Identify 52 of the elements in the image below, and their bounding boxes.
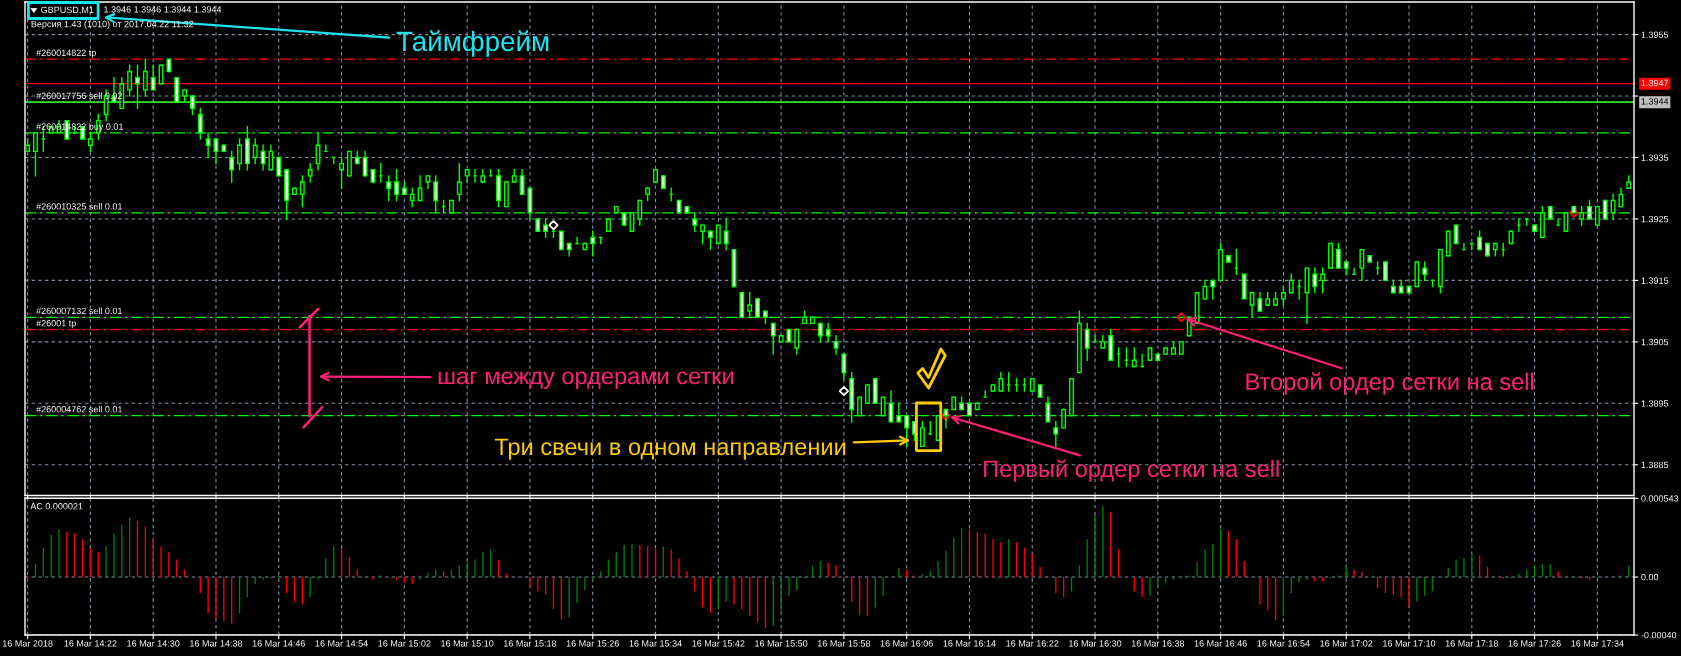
y-tick-label: 1.3935 — [1641, 154, 1669, 161]
y-tick-label: 1.3885 — [1641, 461, 1669, 469]
x-tick-label: 16 Mar 17:34 — [1571, 640, 1624, 647]
annotation: Второй ордер сетки на sell — [1246, 372, 1534, 395]
x-tick-label: 16 Mar 15:50 — [755, 640, 808, 647]
y-tick-label: 1.3955 — [1641, 31, 1669, 38]
x-tick-label: 16 Mar 16:38 — [1131, 640, 1185, 647]
y-tick-label: 0.00 — [1641, 573, 1659, 581]
ref-line-label: #260010325 sell 0.01 — [36, 202, 123, 210]
annotation: Таймфрейм — [396, 30, 549, 57]
ref-line-label: #260014822 tp — [36, 49, 96, 58]
x-tick-label: 16 Mar 15:18 — [504, 640, 557, 647]
annotation: 1.3946 1.3946 1.3944 1.3944 — [104, 6, 222, 13]
annotation: Три свечи в одном направлении — [494, 438, 846, 460]
x-tick-label: 16 Mar 17:10 — [1383, 640, 1436, 647]
chart-title: GBPUSD,M1 — [41, 6, 94, 15]
x-tick-label: 16 Mar 16:30 — [1069, 640, 1122, 647]
ref-line-label: #260007132 sell 0.01 — [36, 307, 123, 315]
y-tick-label: -0.00040 — [1641, 631, 1677, 639]
ref-line-label: 1.3947 — [1641, 79, 1669, 87]
chart-title: AC 0.000021 — [30, 503, 83, 510]
y-tick-label: 0.000543 — [1641, 495, 1679, 502]
x-tick-label: 16 Mar 15:34 — [629, 640, 682, 647]
ref-line-label: 1.3944 — [1641, 98, 1669, 105]
x-tick-label: 16 Mar 15:10 — [441, 640, 494, 647]
y-tick-label: 1.3915 — [1641, 277, 1669, 284]
x-tick-label: 16 Mar 16:06 — [880, 640, 933, 647]
x-tick-label: 16 Mar 14:54 — [315, 640, 368, 647]
x-tick-label: 16 Mar 15:26 — [566, 640, 619, 647]
y-tick-label: 1.3895 — [1641, 400, 1669, 407]
x-tick-label: 16 Mar 17:18 — [1445, 640, 1498, 647]
x-tick-label: 16 Mar 16:14 — [943, 640, 996, 647]
x-tick-label: 16 Mar 14:38 — [190, 640, 243, 647]
x-tick-label: 16 Mar 16:22 — [1006, 640, 1059, 647]
x-tick-label: 16 Mar 17:26 — [1508, 640, 1561, 647]
x-tick-label: 16 Mar 15:02 — [378, 640, 431, 647]
x-tick-label: 16 Mar 17:02 — [1320, 640, 1373, 647]
x-tick-label: 16 Mar 15:42 — [692, 640, 745, 647]
text: Версия 1.43 (1010) от 2017.04.22 11:32 — [31, 20, 194, 30]
annotation: Первый ордер сетки на sell — [984, 459, 1279, 482]
annotation: шаг между ордерами сетки — [438, 371, 734, 389]
x-tick-label: 16 Mar 14:30 — [127, 640, 180, 647]
x-tick-label: 16 Mar 16:54 — [1257, 640, 1310, 647]
x-tick-label: 16 Mar 2018 — [2, 640, 53, 647]
y-tick-label: 1.3905 — [1641, 338, 1669, 346]
x-tick-label: 16 Mar 15:58 — [817, 640, 871, 647]
x-tick-label: 16 Mar 16:46 — [1194, 640, 1247, 647]
ref-line-label: #26001 tp — [36, 320, 76, 329]
ref-line-label: #260004762 sell 0.01 — [36, 405, 123, 413]
x-tick-label: 16 Mar 14:46 — [252, 640, 305, 647]
y-tick-label: 1.3925 — [1641, 215, 1669, 223]
x-tick-label: 16 Mar 14:22 — [64, 640, 117, 647]
